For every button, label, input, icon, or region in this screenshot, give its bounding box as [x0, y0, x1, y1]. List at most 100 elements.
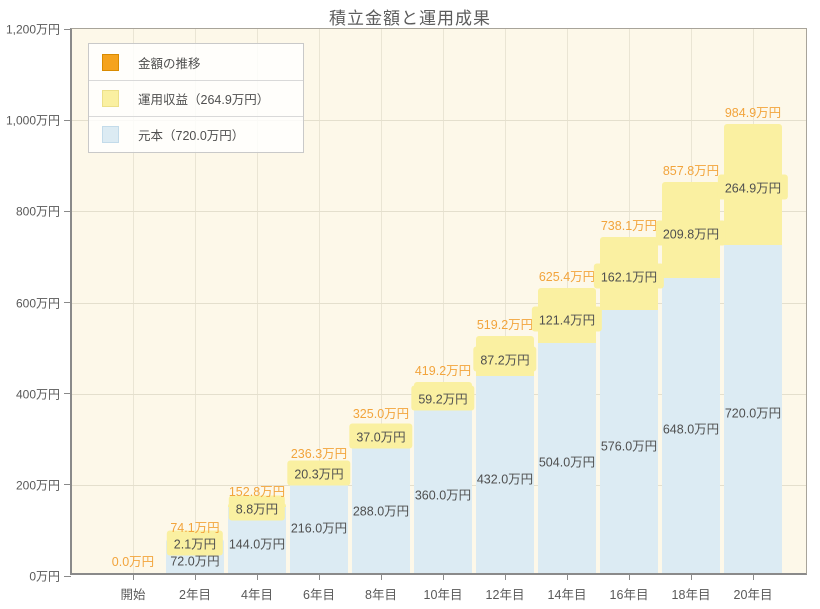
bar-column-14年目: 14年目 121.4万円 504.0万円 625.4万円 — [531, 29, 603, 602]
x-axis-label: 14年目 — [547, 588, 587, 602]
total-value-label: 625.4万円 — [538, 269, 596, 284]
y-tick-mark — [64, 119, 71, 121]
legend-item-amount-transition[interactable]: 金額の推移 — [89, 44, 303, 80]
legend-item-principal[interactable]: 元本（720.0万円） — [89, 116, 303, 152]
income-value-label: 209.8万円 — [655, 220, 727, 246]
total-value-label: 519.2万円 — [476, 318, 534, 333]
y-axis-label: 400万円 — [15, 387, 60, 402]
y-axis-label: 1,200万円 — [5, 22, 60, 37]
principal-value-label: 648.0万円 — [662, 422, 720, 437]
total-value-label: 325.0万円 — [352, 406, 410, 421]
y-tick-mark — [64, 393, 71, 395]
y-tick-mark — [64, 210, 71, 212]
total-value-label: 984.9万円 — [724, 106, 782, 121]
total-value-label: 152.8万円 — [228, 485, 286, 500]
bar-column-16年目: 16年目 162.1万円 576.0万円 738.1万円 — [593, 29, 665, 602]
y-axis-label: 200万円 — [15, 478, 60, 493]
x-gridline — [195, 29, 196, 573]
x-axis-label: 16年目 — [609, 588, 649, 602]
stacked-bar — [476, 336, 534, 573]
legend-label: 運用収益（264.9万円） — [138, 93, 270, 107]
y-tick-mark — [64, 484, 71, 486]
bar-segment-principal — [600, 310, 658, 573]
income-value-label: 87.2万円 — [473, 346, 537, 372]
legend-swatch-blue-icon — [102, 126, 119, 143]
legend-swatch-orange-icon — [102, 53, 119, 71]
bar-segment-principal — [352, 441, 410, 573]
x-gridline — [505, 29, 506, 573]
x-tick-mark — [257, 575, 258, 580]
bar-segment-principal — [538, 343, 596, 573]
x-axis-label: 8年目 — [365, 588, 397, 602]
y-tick-mark — [64, 28, 71, 30]
chart-legend: 金額の推移 運用収益（264.9万円） 元本（720.0万円） — [88, 43, 304, 153]
total-value-label: 738.1万円 — [600, 218, 658, 233]
x-axis-label: 12年目 — [485, 588, 525, 602]
bar-column-8年目: 8年目 37.0万円 288.0万円 325.0万円 — [349, 29, 413, 602]
bar-segment-principal — [414, 408, 472, 573]
bar-column-6年目: 6年目 20.3万円 216.0万円 236.3万円 — [287, 29, 351, 602]
total-value-label: 236.3万円 — [290, 447, 348, 462]
total-value-label: 74.1万円 — [170, 521, 220, 536]
bar-segment-principal — [476, 376, 534, 573]
x-gridline — [443, 29, 444, 573]
x-tick-mark — [195, 575, 196, 580]
plot-area: 金額の推移 運用収益（264.9万円） 元本（720.0万円） 開始 0.0万円 2… — [6, 23, 807, 602]
x-axis-label: 20年目 — [733, 588, 773, 602]
x-tick-mark — [505, 575, 506, 580]
x-axis-label: 2年目 — [179, 588, 211, 602]
income-value-label: 37.0万円 — [349, 423, 413, 449]
y-axis-label: 1,000万円 — [5, 113, 60, 128]
x-tick-mark — [691, 575, 692, 580]
chart-title: 積立金額と運用成果 — [329, 9, 491, 28]
bar-column-18年目: 18年目 209.8万円 648.0万円 857.8万円 — [655, 29, 727, 602]
y-axis-label: 0万円 — [29, 569, 60, 584]
y-tick-mark — [64, 302, 71, 303]
legend-item-investment-return[interactable]: 運用収益（264.9万円） — [89, 80, 303, 116]
principal-value-label: 360.0万円 — [414, 488, 472, 503]
x-axis-label: 開始 — [120, 588, 146, 602]
income-value-label: 121.4万円 — [531, 306, 603, 332]
income-value-label: 2.1万円 — [166, 530, 224, 556]
x-axis-label: 6年目 — [303, 588, 335, 602]
x-tick-mark — [629, 575, 630, 580]
x-axis-label: 18年目 — [671, 588, 711, 602]
x-tick-mark — [319, 575, 320, 580]
bar-columns: 開始 0.0万円 2年目 2.1万円 72.0万円 74.1万円 4年目 8.8万円 144.0… — [72, 29, 806, 602]
legend-label: 元本（720.0万円） — [138, 129, 245, 143]
principal-value-label: 288.0万円 — [352, 504, 410, 519]
x-tick-mark — [133, 575, 134, 580]
x-gridline — [257, 29, 258, 573]
y-gridline — [72, 211, 806, 213]
stacked-bar — [724, 124, 782, 573]
legend-label: 金額の推移 — [138, 56, 201, 71]
bar-column-開始: 開始 0.0万円 — [102, 29, 164, 602]
y-axis-label: 800万円 — [15, 204, 60, 219]
legend-swatch-yellow-icon — [102, 90, 119, 107]
income-value-label: 264.9万円 — [717, 174, 789, 200]
y-axis-label: 600万円 — [15, 296, 60, 310]
bar-segment-principal — [290, 474, 348, 573]
x-tick-mark — [381, 575, 382, 580]
x-gridline — [381, 29, 382, 573]
principal-value-label: 144.0万円 — [228, 537, 286, 552]
total-value-label: 0.0万円 — [111, 555, 155, 569]
income-value-label: 8.8万円 — [228, 495, 286, 521]
total-value-label: 419.2万円 — [414, 363, 472, 378]
principal-value-label: 72.0万円 — [170, 554, 220, 569]
principal-value-label: 432.0万円 — [476, 472, 534, 487]
x-gridline — [319, 29, 320, 573]
principal-value-label: 216.0万円 — [290, 521, 348, 536]
bar-segment-principal — [662, 277, 720, 573]
x-axis-label: 4年目 — [241, 588, 273, 602]
bar-column-2年目: 2年目 2.1万円 72.0万円 74.1万円 — [164, 29, 226, 602]
x-tick-mark — [443, 575, 444, 580]
x-tick-mark — [567, 575, 568, 580]
bar-column-12年目: 12年目 87.2万円 432.0万円 519.2万円 — [473, 29, 537, 602]
x-axis-label: 10年目 — [423, 588, 463, 602]
total-value-label: 857.8万円 — [662, 163, 720, 178]
bar-column-20年目: 20年目 264.9万円 720.0万円 984.9万円 — [717, 29, 789, 602]
bar-segment-principal — [724, 244, 782, 573]
x-gridline — [133, 29, 134, 573]
